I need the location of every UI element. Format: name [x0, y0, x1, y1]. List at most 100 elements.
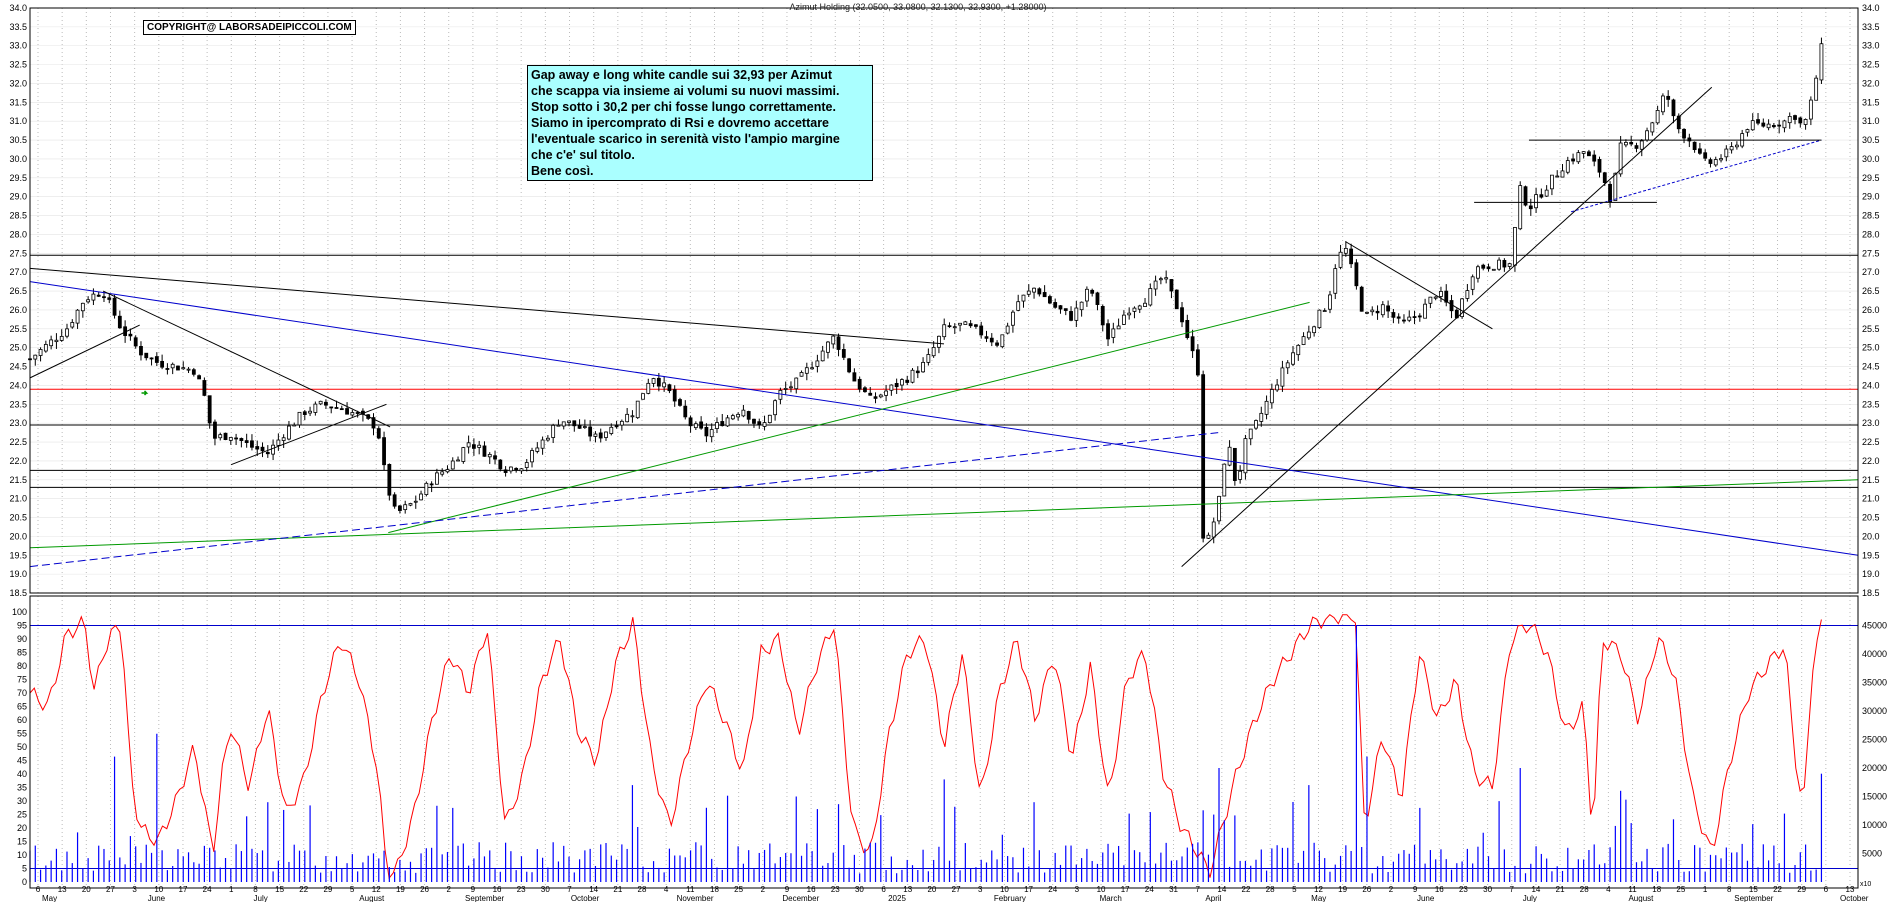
candle-up: [1158, 278, 1163, 281]
day-tick-label: 5: [350, 885, 355, 894]
candle-up: [466, 442, 471, 448]
candle-up: [1222, 463, 1227, 497]
candle-down: [265, 452, 270, 455]
candle-down: [1602, 172, 1607, 183]
day-tick-label: 8: [253, 885, 258, 894]
candle-down: [873, 396, 878, 399]
candle-up: [1217, 495, 1221, 522]
candle-up: [450, 460, 455, 470]
price-tick-label-left: 21.0: [9, 494, 27, 504]
day-tick-label: 25: [1676, 885, 1685, 894]
candle-up: [75, 309, 80, 324]
candle-up: [1655, 110, 1660, 124]
candle-up: [921, 361, 925, 373]
candle-up: [878, 394, 883, 398]
candle-down: [382, 437, 386, 466]
rsi-tick-label: 35: [17, 783, 27, 793]
price-tick-label-right: 31.0: [1862, 116, 1880, 126]
candle-up: [831, 335, 836, 345]
day-tick-label: 9: [1413, 885, 1418, 894]
candle-down: [1195, 349, 1200, 376]
candle-up: [567, 420, 571, 423]
trendline: [230, 403, 387, 466]
note-line: Siamo in ipercomprato di Rsi e dovremo a…: [531, 116, 830, 130]
candle-up: [1211, 521, 1216, 538]
candle-down: [1676, 115, 1681, 130]
candle-down: [1682, 128, 1686, 139]
price-tick-label-left: 30.5: [9, 135, 27, 145]
candle-up: [1264, 400, 1269, 415]
candle-up: [604, 431, 608, 438]
price-tick-label-right: 24.5: [1862, 362, 1880, 372]
candle-down: [1539, 194, 1544, 198]
candle-down: [128, 333, 133, 337]
volume-tick-label: 25000: [1862, 735, 1887, 745]
price-tick-label-left: 21.5: [9, 475, 27, 485]
volume-tick-label: 40000: [1862, 649, 1887, 659]
candle-up: [59, 335, 64, 341]
volume-bars: [29, 625, 1823, 882]
month-label: November: [677, 894, 714, 902]
price-tick-label-left: 31.5: [9, 97, 27, 107]
candle-up: [1465, 290, 1470, 299]
day-tick-label: 30: [541, 885, 550, 894]
volume-unit-label: x10: [1860, 881, 1871, 888]
candle-down: [324, 401, 328, 406]
day-tick-label: 30: [855, 885, 864, 894]
candle-down: [371, 417, 376, 429]
price-tick-label-left: 33.5: [9, 22, 27, 32]
candle-up: [794, 377, 799, 390]
price-tick-label-right: 28.0: [1862, 229, 1880, 239]
candle-up: [926, 354, 931, 363]
day-tick-label: 3: [1075, 885, 1080, 894]
candle-up: [789, 386, 793, 389]
candle-down: [1502, 260, 1507, 268]
candle-down: [1201, 374, 1206, 539]
candle-up: [1534, 194, 1538, 209]
candle-up: [1333, 268, 1338, 294]
day-tick-label: 16: [1435, 885, 1444, 894]
day-tick-label: 2: [1389, 885, 1394, 894]
copyright-label: COPYRIGHT@ LABORSADEIPICCOLI.COM: [143, 20, 356, 35]
candle-up: [1645, 130, 1649, 141]
candle-down: [572, 420, 577, 427]
rsi-tick-label: 55: [17, 729, 27, 739]
candle-down: [213, 421, 217, 439]
day-tick-label: 17: [1121, 885, 1130, 894]
price-tick-label-left: 19.0: [9, 569, 27, 579]
candle-down: [746, 411, 751, 420]
candle-up: [1814, 77, 1819, 101]
candle-down: [1608, 183, 1612, 203]
day-tick-label: 14: [1217, 885, 1226, 894]
candle-up: [1254, 420, 1258, 429]
day-tick-label: 2: [446, 885, 451, 894]
candle-down: [989, 337, 994, 343]
candle-down: [207, 395, 212, 424]
candle-up: [725, 417, 730, 427]
price-tick-label-right: 33.0: [1862, 41, 1880, 51]
candle-down: [154, 356, 159, 363]
rsi-tick-label: 40: [17, 769, 27, 779]
candle-down: [1090, 289, 1095, 294]
price-tick-label-left: 24.0: [9, 380, 27, 390]
candle-down: [1481, 264, 1486, 269]
day-tick-label: 10: [1097, 885, 1106, 894]
day-tick-label: 20: [82, 885, 91, 894]
candle-down: [1523, 186, 1528, 206]
day-tick-label: 19: [1338, 885, 1347, 894]
candle-up: [815, 360, 820, 367]
candle-down: [1069, 311, 1073, 321]
candle-down: [1629, 141, 1634, 145]
month-label: June: [148, 894, 166, 902]
candle-down: [139, 345, 143, 356]
price-tick-label-right: 29.0: [1862, 192, 1880, 202]
candle-up: [1148, 288, 1153, 306]
candle-down: [1375, 310, 1380, 314]
candle-up: [1301, 336, 1306, 345]
candle-up: [445, 469, 450, 473]
candle-up: [900, 379, 904, 386]
candle-up: [49, 339, 54, 347]
candle-down: [191, 369, 196, 375]
month-label: August: [1628, 894, 1654, 902]
candle-up: [1269, 389, 1274, 404]
